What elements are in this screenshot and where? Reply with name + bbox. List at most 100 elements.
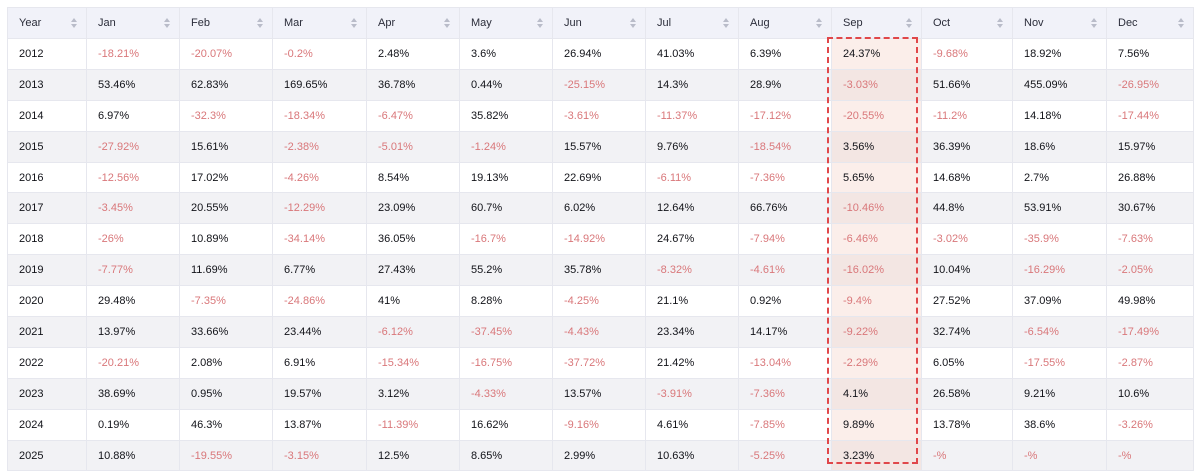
sort-icon[interactable] — [815, 18, 823, 28]
return-cell: -4.33% — [459, 377, 553, 410]
return-cell: -26% — [86, 223, 180, 256]
return-cell: 35.78% — [552, 254, 646, 287]
column-header-label: Jun — [564, 17, 582, 29]
return-cell: 55.2% — [459, 254, 553, 287]
column-header-dec[interactable]: Dec — [1106, 7, 1194, 39]
table-header-row: Year Jan Feb Mar Apr May Jun Jul Aug Sep Oct Nov Dec — [7, 7, 1194, 39]
return-cell: 23.44% — [272, 316, 367, 348]
return-cell: -32.3% — [179, 99, 273, 132]
return-cell: 4.61% — [645, 408, 739, 441]
column-header-sep[interactable]: Sep — [831, 7, 922, 39]
column-header-label: Jul — [657, 17, 672, 29]
column-header-year[interactable]: Year — [7, 7, 87, 39]
return-cell: -24.86% — [272, 285, 367, 318]
column-header-label: Apr — [378, 17, 396, 29]
sort-icon[interactable] — [996, 18, 1004, 28]
sort-icon[interactable] — [536, 18, 544, 28]
return-cell: 38.6% — [1012, 408, 1107, 441]
sort-descending-icon — [164, 24, 170, 28]
sort-icon[interactable] — [256, 18, 264, 28]
return-cell: 8.28% — [459, 285, 553, 318]
sort-icon[interactable] — [163, 18, 171, 28]
sort-descending-icon — [816, 24, 822, 28]
column-header-jan[interactable]: Jan — [86, 7, 180, 39]
return-cell: 41% — [366, 285, 460, 318]
column-header-jun[interactable]: Jun — [552, 7, 646, 39]
return-cell: -12.29% — [272, 192, 367, 225]
column-header-inner: Dec — [1118, 17, 1193, 29]
return-cell: -2.29% — [831, 346, 922, 379]
column-header-apr[interactable]: Apr — [366, 7, 460, 39]
column-header-label: Nov — [1024, 17, 1044, 29]
sort-icon[interactable] — [443, 18, 451, 28]
sort-icon[interactable] — [1177, 18, 1185, 28]
sort-icon[interactable] — [629, 18, 637, 28]
return-cell: -20.21% — [86, 346, 180, 379]
year-cell: 2023 — [7, 377, 87, 410]
return-cell: 32.74% — [921, 316, 1013, 348]
sort-ascending-icon — [630, 18, 636, 22]
column-header-mar[interactable]: Mar — [272, 7, 367, 39]
return-cell: 3.23% — [831, 439, 922, 472]
return-cell: -% — [921, 439, 1013, 472]
column-header-oct[interactable]: Oct — [921, 7, 1013, 39]
return-cell: -4.25% — [552, 285, 646, 318]
column-header-inner: Feb — [191, 17, 272, 29]
sort-descending-icon — [257, 24, 263, 28]
return-cell: 6.97% — [86, 99, 180, 132]
return-cell: 53.91% — [1012, 192, 1107, 225]
column-header-jul[interactable]: Jul — [645, 7, 739, 39]
return-cell: 20.55% — [179, 192, 273, 225]
return-cell: -4.26% — [272, 161, 367, 194]
return-cell: 6.39% — [738, 38, 832, 70]
return-cell: 41.03% — [645, 38, 739, 70]
sort-icon[interactable] — [350, 18, 358, 28]
return-cell: -6.47% — [366, 99, 460, 132]
return-cell: -27.92% — [86, 130, 180, 163]
return-cell: 10.89% — [179, 223, 273, 256]
return-cell: -13.04% — [738, 346, 832, 379]
return-cell: 14.18% — [1012, 99, 1107, 132]
return-cell: 13.97% — [86, 316, 180, 348]
return-cell: -0.2% — [272, 38, 367, 70]
return-cell: 6.77% — [272, 254, 367, 287]
return-cell: 19.57% — [272, 377, 367, 410]
column-header-inner: May — [471, 17, 552, 29]
column-header-inner: Nov — [1024, 17, 1106, 29]
return-cell: -20.55% — [831, 99, 922, 132]
table-row: 2018 -26% 10.89% -34.14% 36.05% -16.7% -14.92%… — [7, 223, 1194, 256]
return-cell: 2.48% — [366, 38, 460, 70]
year-cell: 2017 — [7, 192, 87, 225]
column-header-label: Oct — [933, 17, 951, 29]
return-cell: 2.7% — [1012, 161, 1107, 194]
return-cell: 9.21% — [1012, 377, 1107, 410]
sort-ascending-icon — [1178, 18, 1184, 22]
sort-descending-icon — [1178, 24, 1184, 28]
return-cell: -4.43% — [552, 316, 646, 348]
return-cell: 21.42% — [645, 346, 739, 379]
column-header-aug[interactable]: Aug — [738, 7, 832, 39]
return-cell: -20.07% — [179, 38, 273, 70]
return-cell: -17.44% — [1106, 99, 1194, 132]
return-cell: 49.98% — [1106, 285, 1194, 318]
sort-icon[interactable] — [905, 18, 913, 28]
sort-descending-icon — [71, 24, 77, 28]
column-header-nov[interactable]: Nov — [1012, 7, 1107, 39]
return-cell: 11.69% — [179, 254, 273, 287]
year-cell: 2020 — [7, 285, 87, 318]
sort-icon[interactable] — [722, 18, 730, 28]
year-cell: 2022 — [7, 346, 87, 379]
return-cell: 10.63% — [645, 439, 739, 472]
sort-icon[interactable] — [1090, 18, 1098, 28]
return-cell: -5.01% — [366, 130, 460, 163]
column-header-feb[interactable]: Feb — [179, 7, 273, 39]
return-cell: -14.92% — [552, 223, 646, 256]
column-header-may[interactable]: May — [459, 7, 553, 39]
sort-ascending-icon — [71, 18, 77, 22]
sort-icon[interactable] — [70, 18, 78, 28]
return-cell: 17.02% — [179, 161, 273, 194]
return-cell: 0.19% — [86, 408, 180, 441]
return-cell: 0.95% — [179, 377, 273, 410]
return-cell: 24.37% — [831, 38, 922, 70]
sort-ascending-icon — [444, 18, 450, 22]
